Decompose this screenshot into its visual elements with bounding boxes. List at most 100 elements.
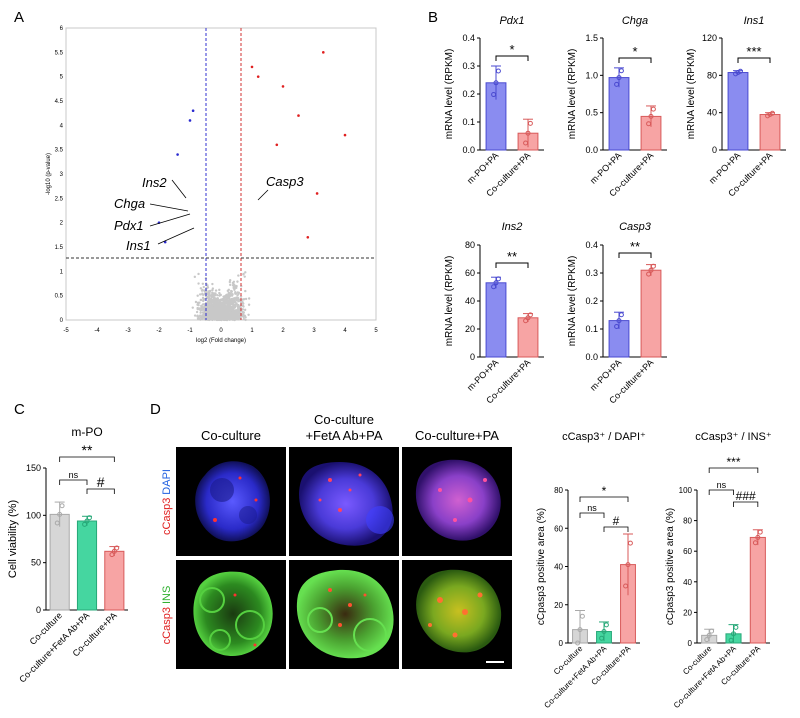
volcano-y-tick: 0.5	[55, 294, 64, 300]
y-tick-label: 0	[688, 639, 693, 648]
volcano-point	[228, 280, 232, 284]
volcano-point	[228, 292, 232, 295]
volcano-point	[211, 306, 215, 309]
volcano-point	[220, 311, 224, 314]
panel-letter-a: A	[14, 9, 24, 26]
volcano-point	[232, 298, 236, 302]
volcano-point	[211, 282, 214, 286]
volcano-point	[221, 309, 224, 312]
volcano-point	[210, 317, 213, 321]
volcano-point	[216, 293, 219, 297]
chart-title: cCasp3⁺ / DAPI⁺	[562, 431, 646, 443]
volcano-point	[230, 290, 234, 293]
volcano-point	[215, 316, 219, 320]
volcano-point	[230, 312, 233, 315]
sig-bracket	[579, 512, 605, 518]
annot-chga: Chga	[114, 196, 145, 211]
volcano-x-tick: 4	[343, 328, 347, 334]
volcano-point	[227, 297, 231, 301]
data-point	[575, 640, 581, 646]
volcano-point	[233, 305, 237, 308]
volcano-point	[231, 293, 234, 296]
sig-bracket	[733, 501, 759, 507]
volcano-point	[209, 301, 213, 305]
volcano-point	[226, 289, 230, 293]
volcano-point	[233, 315, 237, 318]
sig-bracket	[495, 262, 529, 268]
volcano-point	[205, 305, 208, 308]
annot-ins1: Ins1	[126, 238, 151, 253]
volcano-point	[275, 143, 279, 147]
data-point	[579, 613, 585, 619]
annot-pdx1: Pdx1	[114, 218, 144, 233]
volcano-point	[200, 306, 203, 310]
volcano-point	[214, 289, 218, 292]
volcano-point	[242, 315, 245, 319]
sig-label: **	[82, 442, 93, 458]
y-tick-label: 40	[683, 578, 692, 587]
col-header-2a: Co-culture	[314, 412, 374, 427]
volcano-point	[212, 311, 216, 314]
volcano-point	[200, 316, 204, 320]
volcano-point	[297, 114, 300, 117]
sig-bracket	[59, 456, 115, 462]
volcano-y-tick: 0	[60, 318, 64, 324]
volcano-point	[223, 312, 226, 316]
volcano-point	[241, 308, 245, 311]
volcano-point	[220, 315, 223, 319]
y-tick-label: 40	[554, 563, 563, 572]
volcano-point	[237, 274, 240, 277]
y-axis-label: mRNA level (RPKM)	[567, 49, 578, 140]
volcano-x-tick: -2	[156, 328, 162, 334]
sig-bracket	[618, 57, 652, 63]
volcano-point	[226, 306, 229, 310]
y-tick-label: 0	[712, 145, 717, 155]
y-tick-label: 1.0	[585, 70, 598, 80]
bar	[485, 282, 507, 358]
col-header-1: Co-culture	[201, 428, 261, 443]
sig-bracket	[59, 479, 88, 485]
y-tick-label: 0	[36, 605, 41, 615]
volcano-point	[207, 300, 210, 303]
volcano-point	[216, 297, 219, 300]
data-point	[704, 637, 710, 643]
volcano-plot: -5 -4 -3 -2 -1 0 1 2 3 4 5 0 0.5 1 1.5 2 2.5 3 3.5 4 4.5 5 5.…	[46, 26, 378, 344]
volcano-point	[218, 288, 221, 292]
data-point	[527, 312, 533, 318]
row1-label: cCasp3DAPI	[161, 469, 173, 535]
volcano-point	[235, 302, 238, 305]
volcano-point	[219, 293, 222, 297]
data-point	[614, 81, 620, 87]
sig-bracket	[86, 488, 115, 494]
volcano-point	[194, 300, 198, 304]
data-point	[706, 632, 712, 638]
y-tick-label: 80	[465, 240, 475, 250]
y-tick-label: 0.0	[585, 352, 598, 362]
volcano-point	[235, 296, 238, 299]
volcano-point	[201, 296, 205, 300]
volcano-point	[218, 298, 221, 302]
volcano-point	[212, 314, 215, 317]
y-tick-label: 1.5	[585, 33, 598, 43]
data-point	[646, 121, 652, 127]
y-axis-label: Cell viability (%)	[7, 500, 19, 578]
volcano-point	[176, 153, 179, 156]
volcano-point	[343, 133, 347, 137]
y-tick-label: 60	[683, 547, 692, 556]
volcano-point	[232, 318, 236, 321]
sig-label: ns	[587, 503, 597, 513]
data-point	[618, 68, 624, 74]
y-tick-label: 0.3	[585, 268, 598, 278]
volcano-point	[193, 275, 197, 279]
data-point	[616, 75, 622, 81]
volcano-point	[228, 294, 231, 298]
bar	[749, 536, 766, 644]
volcano-point	[208, 290, 212, 293]
volcano-y-tick: 3	[60, 172, 64, 178]
sig-label: *	[632, 44, 637, 59]
volcano-point	[232, 311, 235, 314]
volcano-point	[232, 284, 235, 287]
volcano-point	[199, 298, 203, 302]
